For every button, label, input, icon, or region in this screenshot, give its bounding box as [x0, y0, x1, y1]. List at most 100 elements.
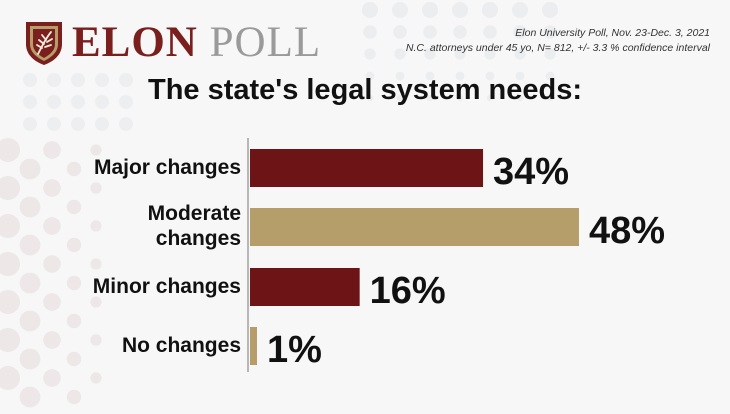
- background-dot: [543, 25, 557, 39]
- background-dot: [362, 2, 378, 18]
- background-dot: [516, 94, 524, 102]
- background-dot: [66, 161, 82, 177]
- bar-minor-changes: [250, 268, 360, 306]
- background-dot: [456, 94, 464, 102]
- background-dot: [485, 71, 495, 81]
- background-dot: [546, 94, 554, 102]
- logo-word-poll: POLL: [209, 19, 322, 66]
- background-dot: [19, 272, 41, 294]
- background-dot: [90, 372, 102, 384]
- background-dot: [66, 237, 82, 253]
- source-line-1: Elon University Poll, Nov. 23-Dec. 3, 20…: [515, 27, 710, 39]
- value-label: 34%: [493, 151, 570, 193]
- background-dot: [71, 95, 85, 109]
- background-dot: [513, 25, 527, 39]
- background-dot: [43, 369, 61, 387]
- background-dot: [90, 296, 102, 308]
- category-label: No changes: [121, 334, 241, 357]
- background-dot: [119, 95, 133, 109]
- background-dot: [394, 48, 406, 60]
- background-dot: [512, 2, 528, 18]
- background-dot: [544, 48, 556, 60]
- background-dot: [19, 348, 41, 370]
- background-dot: [395, 71, 405, 81]
- background-dot: [95, 73, 109, 87]
- background-dot: [47, 95, 61, 109]
- background-dot: [366, 94, 374, 102]
- background-dot: [43, 217, 61, 235]
- background-dot: [71, 73, 85, 87]
- background-dot: [364, 48, 376, 60]
- category-label: Minor changes: [92, 275, 241, 298]
- background-dot: [455, 71, 465, 81]
- background-dot: [423, 25, 437, 39]
- background-dot: [422, 2, 438, 18]
- background-dot: [0, 214, 20, 238]
- bar-major-changes: [250, 149, 484, 187]
- background-dot: [119, 73, 133, 87]
- background-dot: [19, 158, 41, 180]
- background-dot: [19, 386, 41, 408]
- elon-shield-icon: [26, 22, 62, 65]
- background-dot: [90, 144, 102, 156]
- background-dot: [23, 117, 37, 131]
- background-dot: [545, 71, 555, 81]
- background-dot: [90, 334, 102, 346]
- category-label: Major changes: [93, 156, 241, 179]
- background-dot: [515, 71, 525, 81]
- background-dot: [90, 220, 102, 232]
- background-dot: [482, 2, 498, 18]
- background-dot: [47, 117, 61, 131]
- background-dot: [392, 2, 408, 18]
- value-label: 1%: [267, 329, 322, 371]
- chart-title: The state's legal system needs:: [147, 74, 583, 106]
- background-dot: [66, 313, 82, 329]
- background-dot: [0, 366, 20, 390]
- background-dot: [19, 234, 41, 256]
- background-dot: [43, 179, 61, 197]
- background-dot: [0, 252, 20, 276]
- background-dot: [365, 71, 375, 81]
- background-dot: [454, 48, 466, 60]
- category-label: Moderate changes: [147, 202, 241, 250]
- background-dot: [0, 290, 20, 314]
- elon-poll-logo: ELON POLL: [24, 20, 321, 66]
- background-dot: [19, 196, 41, 218]
- background-dot: [71, 117, 85, 131]
- background-dot: [486, 94, 494, 102]
- background-dot: [0, 138, 20, 162]
- background-dot: [43, 293, 61, 311]
- background-dot: [393, 25, 407, 39]
- background-dot: [90, 258, 102, 270]
- background-dot: [43, 141, 61, 159]
- background-dot: [47, 73, 61, 87]
- background-dot: [66, 389, 82, 405]
- background-dot: [66, 351, 82, 367]
- background-dot: [514, 48, 526, 60]
- background-dot: [43, 255, 61, 273]
- background-dot: [453, 25, 467, 39]
- background-dot: [19, 310, 41, 332]
- background-dot: [424, 48, 436, 60]
- background-dot: [396, 94, 404, 102]
- background-dot: [43, 331, 61, 349]
- background-dot: [66, 275, 82, 291]
- source-note: Elon University Poll, Nov. 23-Dec. 3, 20…: [406, 26, 710, 56]
- bar-moderate-changes: [250, 208, 579, 246]
- background-dot: [90, 182, 102, 194]
- value-label: 16%: [369, 270, 446, 312]
- background-dot: [452, 2, 468, 18]
- background-dot: [363, 25, 377, 39]
- logo-word-elon: ELON: [72, 19, 198, 66]
- bar-no-changes: [250, 327, 257, 365]
- logo-wordmark: ELON POLL: [72, 20, 321, 66]
- background-dot: [23, 95, 37, 109]
- background-dot: [0, 176, 20, 200]
- source-line-2: N.C. attorneys under 45 yo, N= 812, +/- …: [405, 42, 710, 54]
- background-dot: [119, 117, 133, 131]
- background-dot: [95, 95, 109, 109]
- background-dot: [425, 71, 435, 81]
- background-dot: [66, 199, 82, 215]
